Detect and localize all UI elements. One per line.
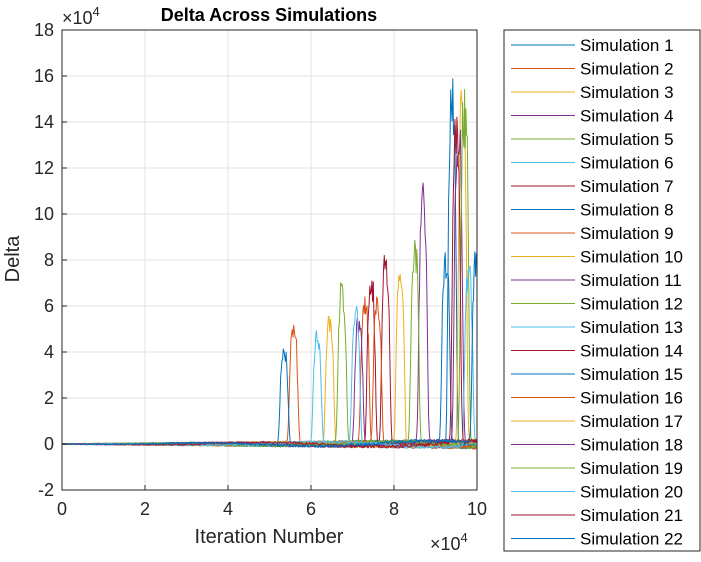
legend-label: Simulation 15 [580,365,683,384]
legend-label: Simulation 13 [580,318,683,337]
y-tick-label: 16 [34,66,54,86]
series-line [62,116,478,449]
x-tick-label: 10 [467,499,487,519]
legend-label: Simulation 17 [580,412,683,431]
legend-label: Simulation 11 [580,271,682,290]
y-tick-label: 4 [44,342,54,362]
legend-label: Simulation 21 [580,506,683,525]
legend-label: Simulation 8 [580,201,674,220]
x-axis-multiplier-exponent: 4 [461,530,468,545]
y-tick-label: 14 [34,112,54,132]
x-axis-multiplier-base: ×10 [430,534,461,554]
legend-label: Simulation 3 [580,83,674,102]
legend-items: Simulation 1 Simulation 2 Simulation 3 Simu… [511,36,683,549]
legend-label: Simulation 6 [580,154,674,173]
y-tick-label: 0 [44,434,54,454]
legend-label: Simulation 4 [580,107,674,126]
x-axis-multiplier: ×104 [430,530,468,554]
y-tick-label: 6 [44,296,54,316]
legend-label: Simulation 10 [580,248,683,267]
legend-label: Simulation 20 [580,483,683,502]
legend-label: Simulation 16 [580,389,683,408]
legend-label: Simulation 1 [580,36,674,55]
legend-label: Simulation 14 [580,342,683,361]
y-tick-label: 8 [44,250,54,270]
x-tick-label: 6 [306,499,316,519]
legend-label: Simulation 2 [580,60,674,79]
legend-label: Simulation 22 [580,530,683,549]
y-axis-label: Delta [2,235,24,283]
chart-title: Delta Across Simulations [161,5,377,25]
x-axis-ticks: 0 2 4 6 8 10 [57,485,487,519]
series-line [62,251,478,448]
series-lines [61,78,478,450]
y-tick-label: -2 [38,480,54,500]
x-axis-label: Iteration Number [195,526,344,548]
y-tick-label: 2 [44,388,54,408]
x-tick-label: 2 [140,499,150,519]
legend-label: Simulation 19 [580,459,683,478]
y-axis-multiplier-base: ×10 [62,8,93,28]
legend-label: Simulation 18 [580,436,683,455]
x-tick-label: 8 [389,499,399,519]
x-tick-label: 4 [223,499,233,519]
x-tick-label: 0 [57,499,67,519]
y-tick-label: 12 [34,158,54,178]
y-axis-multiplier-exponent: 4 [93,4,100,19]
legend [503,29,701,552]
y-axis-ticks: -2 0 2 4 6 8 10 12 14 16 18 [34,20,67,500]
y-axis-multiplier: ×104 [62,4,100,28]
legend-label: Simulation 9 [580,224,674,243]
legend-label: Simulation 5 [580,130,674,149]
legend-label: Simulation 7 [580,177,674,196]
y-tick-label: 18 [34,20,54,40]
y-tick-label: 10 [34,204,54,224]
legend-label: Simulation 12 [580,295,683,314]
